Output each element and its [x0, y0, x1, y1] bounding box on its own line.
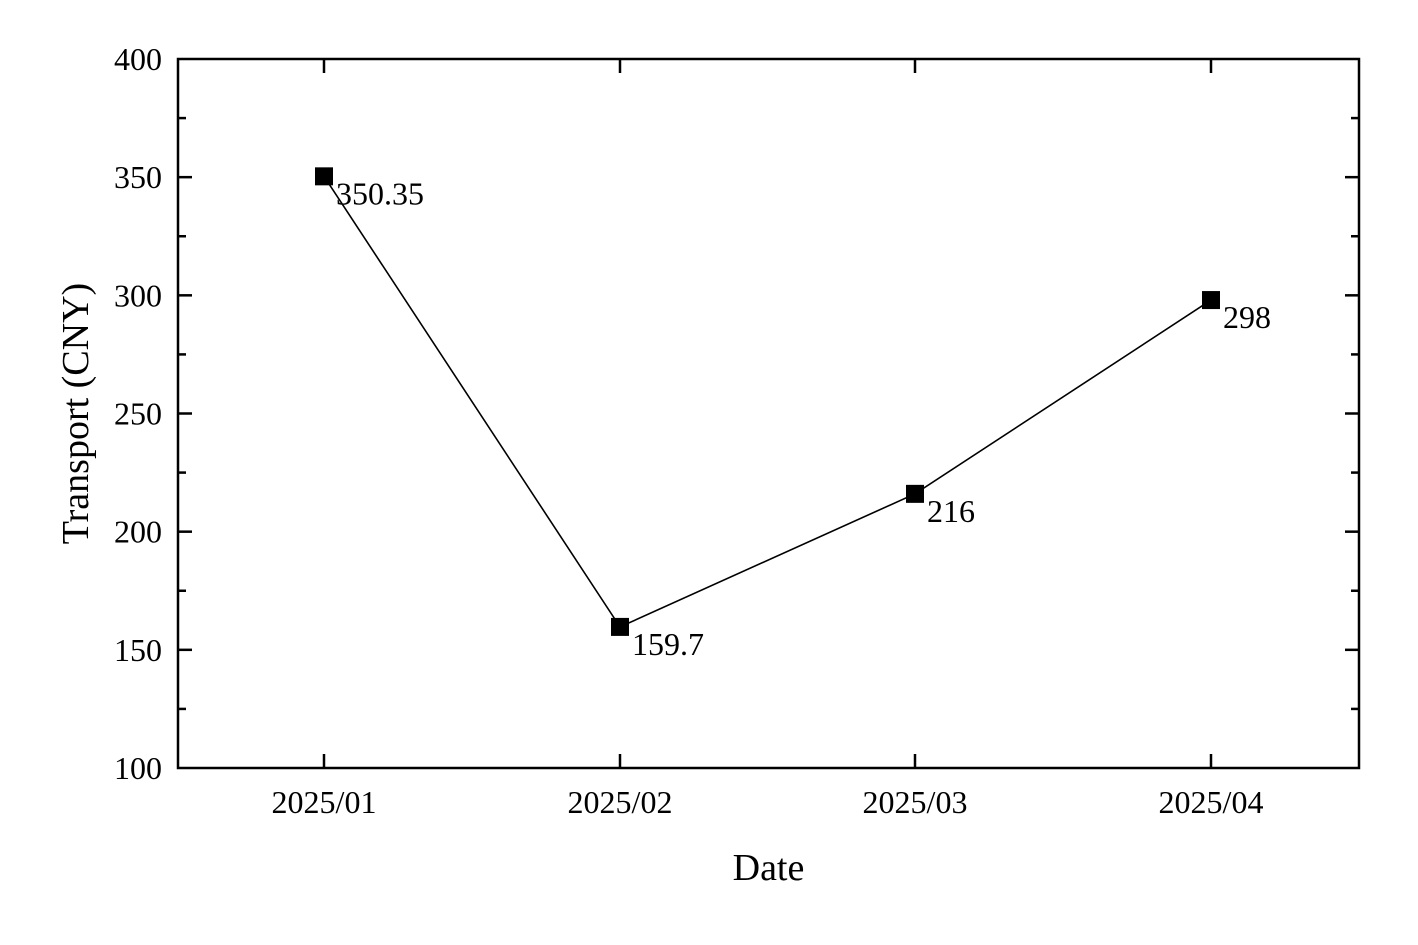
series-line: [323, 175, 1212, 628]
data-label: 298: [1223, 299, 1271, 335]
data-series: 350.35 159.7 216 298: [315, 167, 1271, 662]
data-point-marker: [906, 484, 924, 503]
y-tick-label: 300: [114, 277, 162, 313]
y-tick-label: 250: [114, 396, 162, 432]
plot-frame: [176, 57, 1361, 770]
data-point-marker: [611, 617, 629, 636]
axis-ticks: 100 150 200 250 300 350 400 2025/01 2025/02 2025/…: [114, 41, 1359, 820]
data-label: 159.7: [632, 626, 704, 662]
y-tick-label: 200: [114, 514, 162, 550]
x-tick-label: 2025/04: [1159, 784, 1264, 820]
y-tick-label: 100: [114, 750, 162, 786]
y-tick-label: 400: [114, 41, 162, 77]
x-tick-label: 2025/02: [568, 784, 673, 820]
data-label: 350.35: [336, 175, 424, 211]
data-label: 216: [927, 493, 975, 529]
x-tick-label: 2025/01: [272, 784, 377, 820]
x-axis-title: Date: [733, 847, 805, 889]
data-point-marker: [315, 167, 333, 186]
y-tick-label: 150: [114, 632, 162, 668]
data-point-marker: [1202, 291, 1220, 310]
y-axis-title: Transport (CNY): [55, 283, 97, 544]
x-tick-label: 2025/03: [863, 784, 968, 820]
y-tick-label: 350: [114, 159, 162, 195]
